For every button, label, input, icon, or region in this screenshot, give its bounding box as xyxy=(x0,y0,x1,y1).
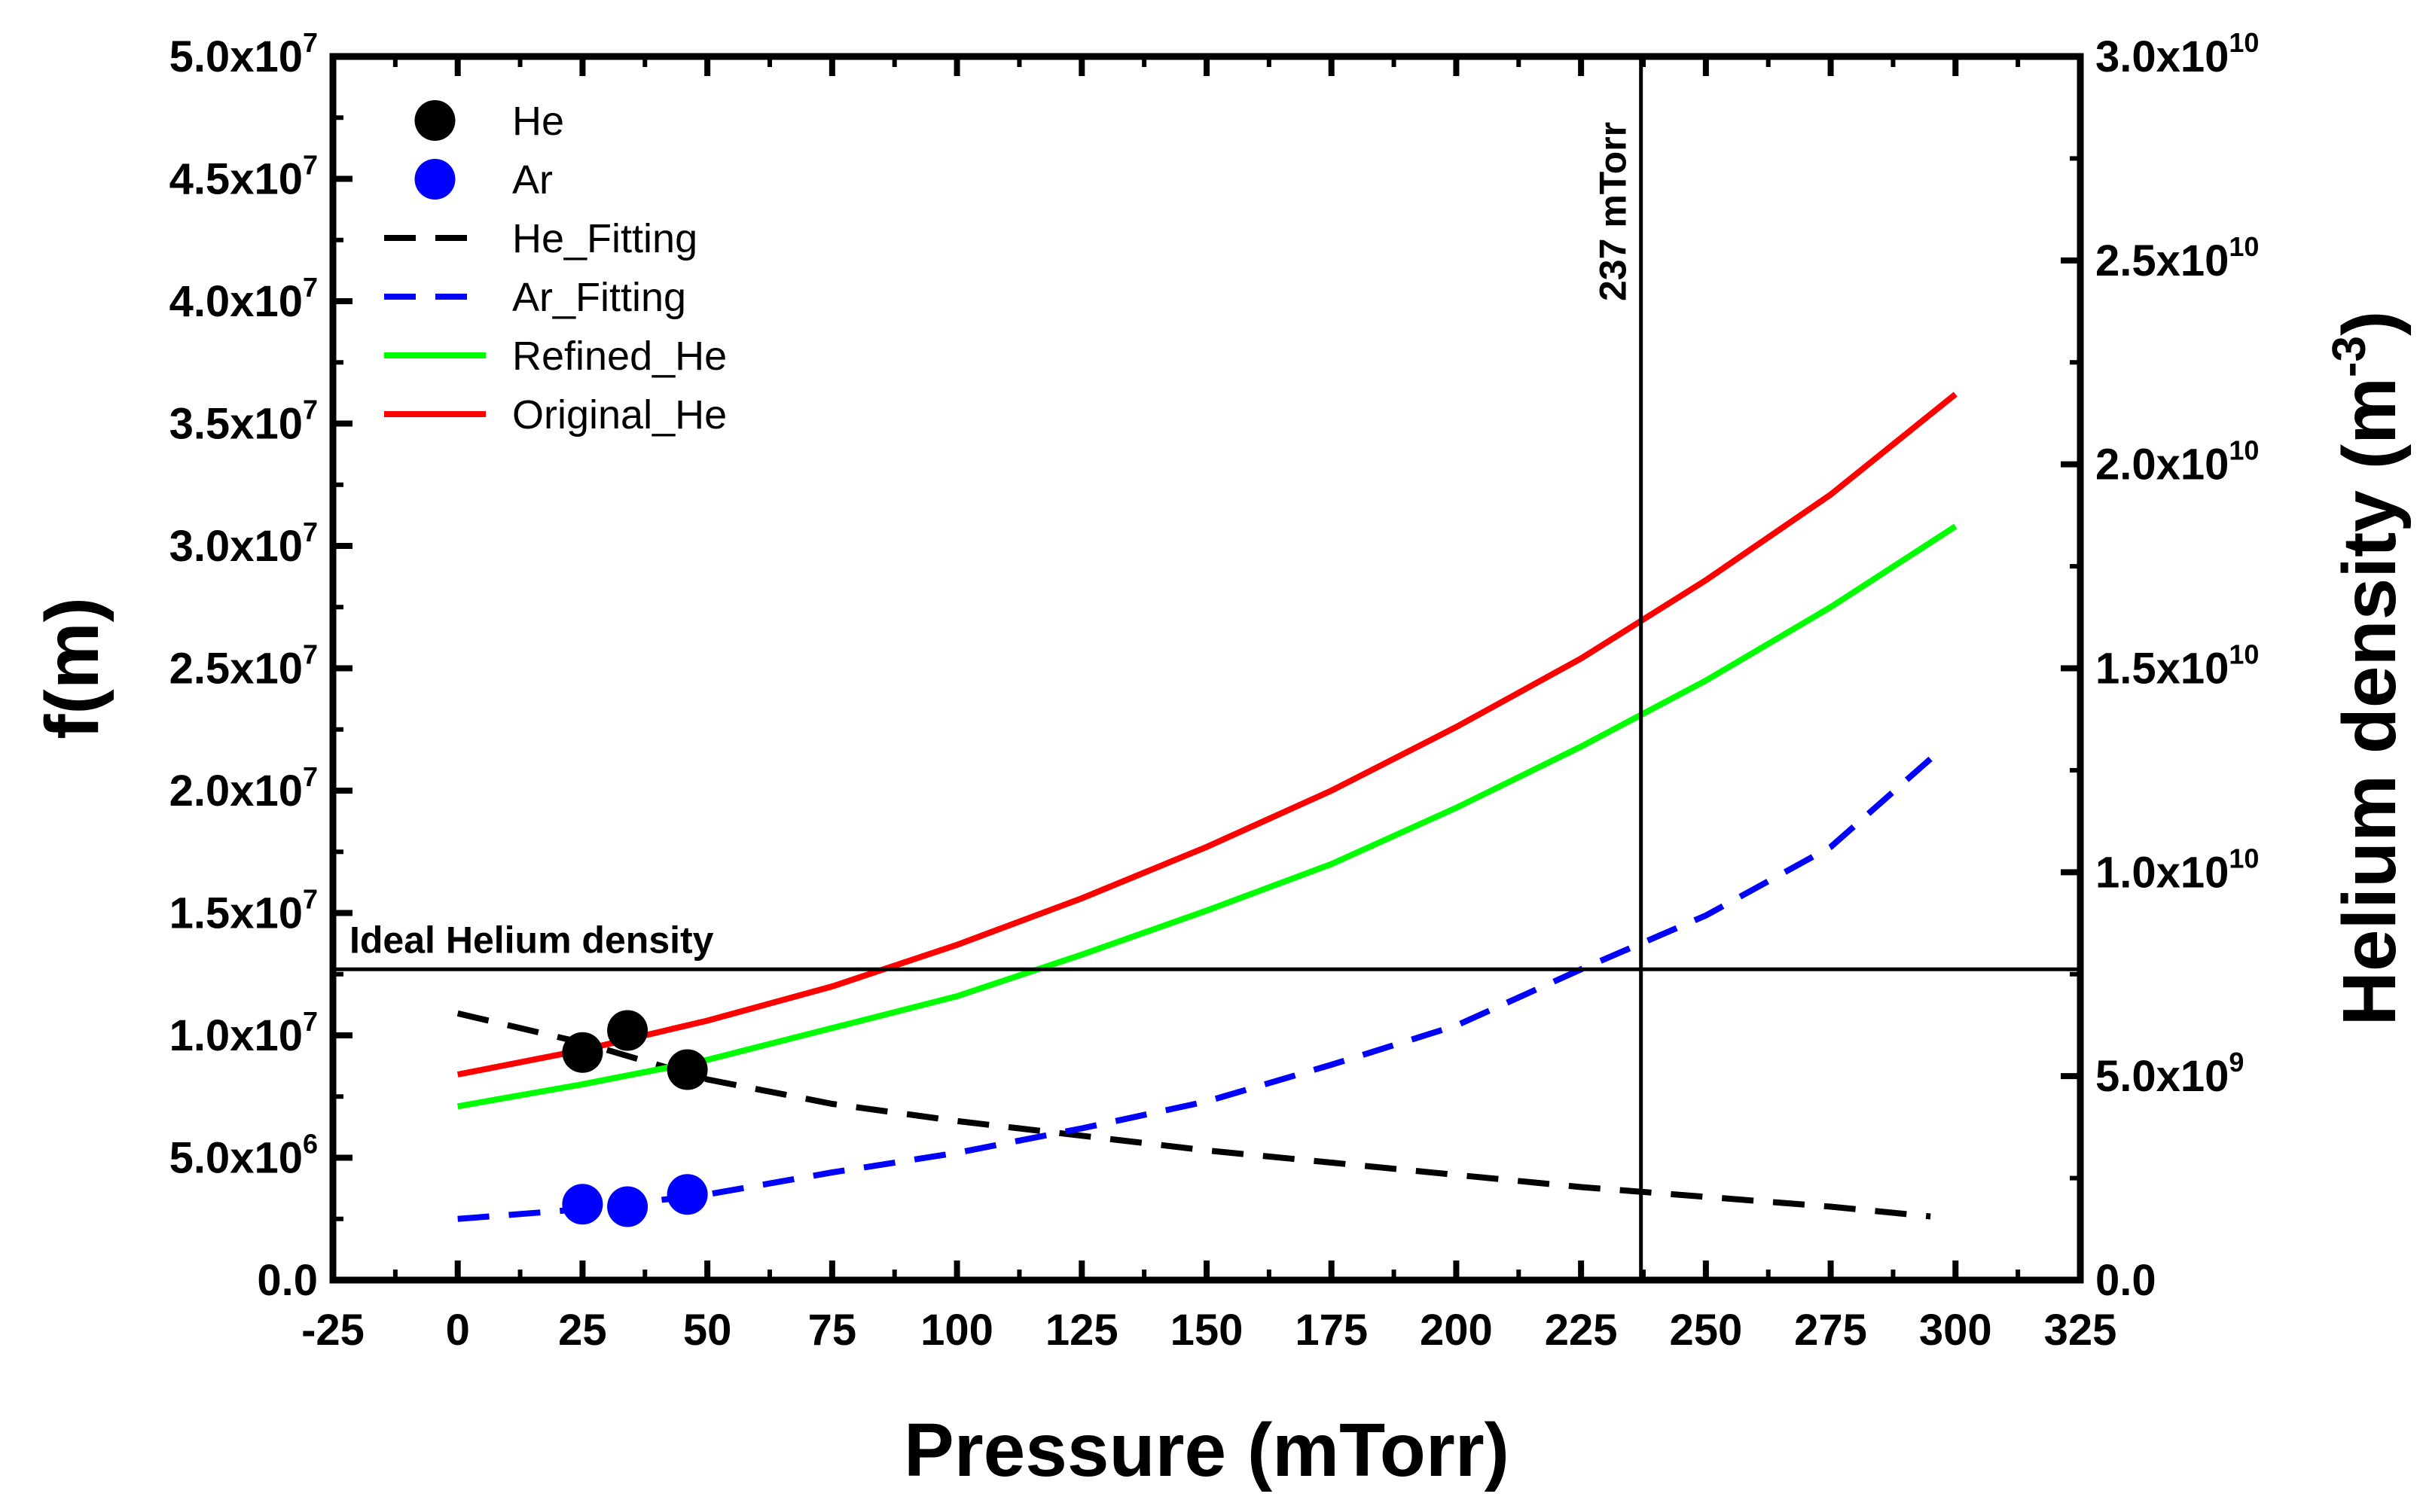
x-tick-label: 0 xyxy=(446,1306,470,1355)
y-tick-label: 5.0x107 xyxy=(169,27,318,81)
y2-axis-title-sup: -3 xyxy=(2324,336,2376,377)
y2-tick-label: 1.0x1010 xyxy=(2095,843,2259,897)
x-tick-label: 275 xyxy=(1794,1306,1867,1355)
x-tick-label: 50 xyxy=(683,1306,732,1355)
annotations: 237 mTorr Ideal Helium density xyxy=(349,122,1634,961)
point-he xyxy=(607,1010,648,1051)
legend-label: Original_He xyxy=(512,392,727,437)
point-he xyxy=(667,1049,708,1090)
y2-axis-title-close: ) xyxy=(2327,311,2412,336)
y2-tick-labels: 0.0 5.0x109 1.0x1010 1.5x1010 2.0x1010 2.5x10… xyxy=(2095,27,2259,1305)
point-ar xyxy=(607,1186,648,1227)
y-axis-title: f(m) xyxy=(30,597,114,739)
plot-lines xyxy=(333,56,2080,1280)
x-tick-label: 150 xyxy=(1170,1306,1244,1355)
y2-axis-title: Helium density (m-3) xyxy=(2324,311,2412,1026)
legend-label: Refined_He xyxy=(512,334,727,379)
legend-marker-ar xyxy=(414,159,456,200)
x-tick-label: 175 xyxy=(1295,1306,1368,1355)
x-tick-label: 100 xyxy=(920,1306,993,1355)
x-tick-label: 225 xyxy=(1545,1306,1618,1355)
series-line-ar-fitting xyxy=(457,756,1933,1222)
x-tick-label: 300 xyxy=(1919,1306,1992,1355)
plot-points xyxy=(562,1010,708,1227)
y2-tick-label: 1.5x1010 xyxy=(2095,639,2259,694)
y-tick-label: 5.0x106 xyxy=(169,1129,318,1183)
x-tick-label: 75 xyxy=(808,1306,857,1355)
point-ar xyxy=(667,1174,708,1215)
y-tick-labels: 0.0 5.0x106 1.0x107 1.5x107 2.0x107 2.5x107 3.… xyxy=(169,27,318,1305)
series-line-refined-he xyxy=(457,523,1958,1110)
x-tick-labels: -25 0 25 50 75 100 125 150 175 200 225 250 275 300 325 xyxy=(301,1306,2116,1355)
legend: He Ar He_Fitting Ar_Fitting Refined_He Origin… xyxy=(384,99,727,437)
y-tick-label: 1.5x107 xyxy=(169,884,318,938)
y2-tick-label: 2.0x1010 xyxy=(2095,435,2259,489)
legend-marker-he xyxy=(414,100,456,141)
y2-tick-label: 0.0 xyxy=(2095,1256,2156,1305)
y-tick-label: 4.5x107 xyxy=(169,150,318,204)
y2-axis-title-main: Helium density (m xyxy=(2327,377,2412,1026)
legend-label: He_Fitting xyxy=(512,216,697,261)
y2-tick-label: 5.0x109 xyxy=(2095,1047,2244,1101)
x-tick-label: 250 xyxy=(1669,1306,1742,1355)
series-line-he-fitting xyxy=(456,1010,1931,1220)
x-axis-title: Pressure (mTorr) xyxy=(904,1408,1509,1492)
point-ar xyxy=(562,1184,603,1225)
y2-tick-label: 2.5x1010 xyxy=(2095,231,2259,285)
y2-tick-label: 3.0x1010 xyxy=(2095,27,2259,81)
legend-label: Ar xyxy=(512,157,553,203)
legend-label: He xyxy=(512,99,564,144)
vline-label: 237 mTorr xyxy=(1592,122,1634,301)
y-tick-label: 1.0x107 xyxy=(169,1006,318,1060)
x-tick-label: 25 xyxy=(558,1306,607,1355)
legend-label: Ar_Fitting xyxy=(512,275,686,320)
point-he xyxy=(562,1032,603,1073)
x-tick-label: 125 xyxy=(1045,1306,1118,1355)
x-tick-label: 200 xyxy=(1420,1306,1493,1355)
x-tick-label: 325 xyxy=(2044,1306,2117,1355)
y-tick-label: 3.5x107 xyxy=(169,395,318,449)
y-tick-label: 2.5x107 xyxy=(169,639,318,694)
y-tick-label: 3.0x107 xyxy=(169,517,318,571)
series-line-original-he xyxy=(456,392,1958,1078)
axis-ticks xyxy=(330,53,2083,1283)
y-tick-label: 2.0x107 xyxy=(169,761,318,815)
y-tick-label: 4.0x107 xyxy=(169,272,318,326)
x-tick-label: -25 xyxy=(301,1306,365,1355)
hline-label: Ideal Helium density xyxy=(349,919,714,961)
y-tick-label: 0.0 xyxy=(257,1256,318,1305)
